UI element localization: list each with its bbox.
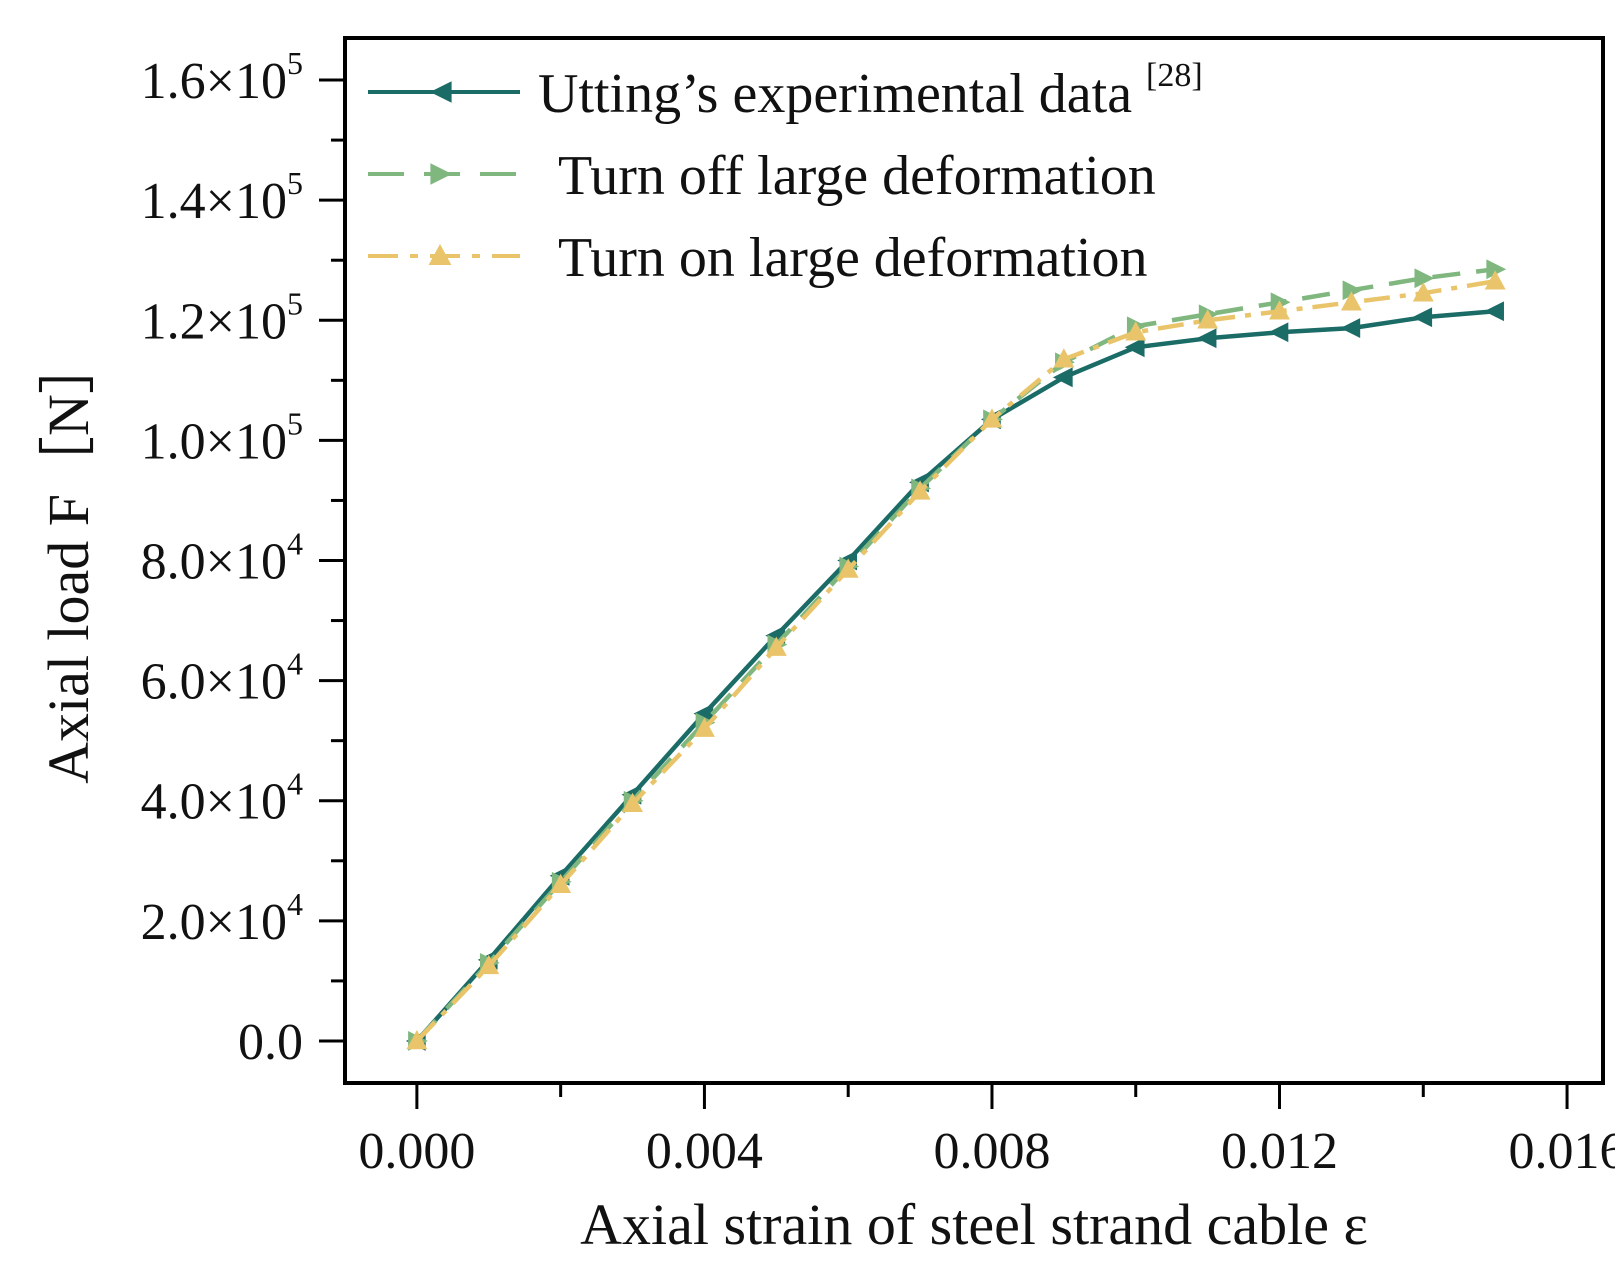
legend-label-turn-off: Turn off large deformation	[558, 145, 1156, 207]
series-turn-on-large-deformation	[406, 270, 1506, 1050]
data-point-turn-off-large-deformation	[1414, 268, 1435, 289]
data-point-turn-on-large-deformation	[478, 954, 500, 975]
data-point-turn-on-large-deformation	[837, 558, 859, 578]
legend-marker-turn-on	[428, 244, 452, 265]
data-point-turn-on-large-deformation	[765, 636, 787, 656]
legend-item-utting: Utting’s experimental data [28]	[368, 57, 1203, 125]
y-tick-label: 1.4×105	[141, 165, 303, 230]
x-tick-label: 0.000	[358, 1123, 475, 1180]
data-point-turn-on-large-deformation	[909, 480, 931, 500]
legend-item-turn-off: Turn off large deformation	[368, 145, 1156, 207]
data-point-utting	[1268, 322, 1289, 343]
x-tick-label: 0.008	[933, 1123, 1050, 1180]
data-point-turn-on-large-deformation	[1412, 282, 1434, 302]
data-point-turn-off-large-deformation	[1270, 292, 1291, 313]
y-tick-label: 2.0×104	[141, 886, 303, 951]
y-tick-label: 6.0×104	[141, 646, 303, 711]
data-point-utting	[1484, 301, 1504, 322]
y-tick-label: 0.0	[238, 1014, 303, 1071]
data-point-utting	[1412, 307, 1433, 328]
y-tick-label: 8.0×104	[141, 526, 303, 591]
data-point-turn-off-large-deformation	[1486, 259, 1507, 280]
data-point-turn-on-large-deformation	[1269, 300, 1290, 320]
legend-marker-utting	[430, 81, 452, 103]
y-axis: 0.0 2.0×104 4.0×104 6.0×104 8.0×104 1.0×105 1.…	[141, 45, 345, 1071]
series-line-turn-on-large-deformation	[415, 278, 1496, 1043]
data-point-utting	[1340, 318, 1361, 338]
y-tick-label: 1.2×105	[141, 285, 303, 350]
data-point-turn-off-large-deformation	[1342, 280, 1363, 301]
x-tick-label: 0.004	[646, 1123, 763, 1180]
series-layer	[405, 259, 1507, 1051]
legend-marker-turn-off	[430, 163, 452, 185]
data-point-turn-on-large-deformation	[1484, 270, 1506, 290]
legend-label-turn-on: Turn on large deformation	[558, 227, 1147, 289]
legend-label-utting: Utting’s experimental data [28]	[538, 57, 1203, 125]
data-point-turn-on-large-deformation	[1125, 321, 1147, 341]
data-point-turn-on-large-deformation	[1197, 309, 1219, 329]
x-tick-label: 0.016	[1509, 1123, 1615, 1180]
data-point-turn-on-large-deformation	[406, 1029, 428, 1050]
data-point-utting	[1196, 328, 1217, 349]
data-point-turn-on-large-deformation	[693, 717, 715, 737]
legend: Utting’s experimental data [28] Turn off…	[368, 57, 1203, 289]
y-tick-label: 1.6×105	[141, 45, 303, 110]
data-point-turn-on-large-deformation	[981, 408, 1003, 428]
data-point-utting	[693, 703, 714, 724]
x-axis-title: Axial strain of steel strand cable ε	[580, 1192, 1368, 1257]
x-tick-label: 0.012	[1221, 1123, 1338, 1180]
data-point-turn-on-large-deformation	[622, 792, 643, 812]
y-tick-label: 4.0×104	[141, 766, 303, 831]
data-point-turn-on-large-deformation	[1053, 348, 1075, 368]
legend-item-turn-on: Turn on large deformation	[368, 227, 1147, 289]
data-point-utting	[1124, 337, 1145, 358]
data-point-turn-on-large-deformation	[550, 873, 572, 894]
data-point-turn-on-large-deformation	[1340, 291, 1362, 311]
y-tick-label: 1.0×105	[141, 405, 303, 470]
x-axis: 0.000 0.004 0.008 0.012 0.016	[358, 1083, 1615, 1180]
data-point-utting	[1052, 367, 1073, 388]
y-axis-title: Axial load F［N］	[36, 336, 101, 784]
